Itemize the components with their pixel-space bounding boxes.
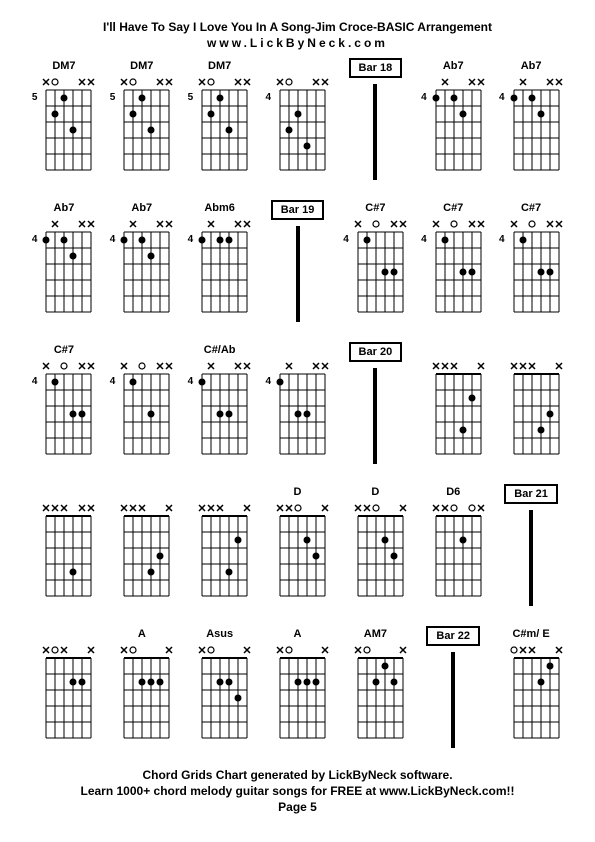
fret-number: 4 [263,376,271,387]
fret-number: 4 [497,234,505,245]
fret-number: 4 [419,234,427,245]
chord-diagram [25,484,103,620]
chord-diagram: DM7 5 [25,58,103,194]
chord-diagram: 4 [103,342,181,478]
footer-line-2: Learn 1000+ chord melody guitar songs fo… [25,784,570,798]
fret-number: 4 [185,234,193,245]
chord-diagram: 4 [259,342,337,478]
bar-marker: Bar 21 [492,484,570,620]
chord-diagram: Ab7 4 [414,58,492,194]
chord-label: D [294,484,302,500]
chord-label: DM7 [208,58,231,74]
bar-label: Bar 20 [349,342,403,362]
chord-diagram: D [259,484,337,620]
chord-row: Ab7 4 Ab7 4 Abm6 4 Bar 19 C#7 4 C#7 4 C#7 4 [25,200,570,336]
chord-row: C#7 4 4 C#/Ab 4 4 Bar 20 [25,342,570,478]
fret-number: 4 [29,234,37,245]
fret-number: 5 [107,92,115,103]
chord-diagram [492,342,570,478]
bar-label: Bar 22 [426,626,480,646]
bar-label: Bar 19 [271,200,325,220]
chord-label: D6 [446,484,460,500]
bar-separator [373,84,377,180]
chord-label: C#7 [365,200,385,216]
chord-diagram: C#7 4 [336,200,414,336]
chord-diagram: Ab7 4 [492,58,570,194]
bar-separator [451,652,455,748]
chord-diagram: C#/Ab 4 [181,342,259,478]
chord-diagram: 4 [259,58,337,194]
footer: Chord Grids Chart generated by LickByNec… [25,768,570,814]
bar-separator [296,226,300,322]
fret-number: 4 [341,234,349,245]
chord-label: Asus [206,626,233,642]
fret-number: 4 [185,376,193,387]
chord-label: C#m/ E [512,626,549,642]
chord-diagram: AM7 [336,626,414,762]
chord-diagram [414,342,492,478]
chord-row: D D D6 Bar 21 [25,484,570,620]
chord-label: DM7 [52,58,75,74]
footer-line-1: Chord Grids Chart generated by LickByNec… [25,768,570,782]
chord-diagram: C#7 4 [25,342,103,478]
page-subtitle: www.LickByNeck.com [25,36,570,50]
chord-rows: DM7 5 DM7 5 DM7 5 4 Bar 18 Ab7 4 Ab7 4 Ab7 4 Ab7 4 Abm6 4… [25,58,570,762]
chord-label: DM7 [130,58,153,74]
chord-diagram: D6 [414,484,492,620]
chord-diagram: C#7 4 [414,200,492,336]
chord-diagram [181,484,259,620]
chord-diagram [103,484,181,620]
chord-label: A [138,626,146,642]
chord-label: Abm6 [204,200,235,216]
fret-number: 4 [263,92,271,103]
fret-number: 5 [185,92,193,103]
bar-separator [529,510,533,606]
bar-marker: Bar 20 [336,342,414,478]
bar-label: Bar 18 [349,58,403,78]
chord-diagram: A [103,626,181,762]
fret-number: 4 [107,376,115,387]
chord-label: Ab7 [54,200,75,216]
chord-label: C#/Ab [204,342,236,358]
chord-diagram: A [259,626,337,762]
fret-number: 5 [29,92,37,103]
chord-label: Ab7 [443,58,464,74]
chord-label: C#7 [521,200,541,216]
fret-number: 4 [107,234,115,245]
chord-label: Ab7 [131,200,152,216]
bar-label: Bar 21 [504,484,558,504]
chord-diagram: Ab7 4 [103,200,181,336]
chord-diagram: Ab7 4 [25,200,103,336]
chord-diagram: D [336,484,414,620]
chord-diagram: DM7 5 [181,58,259,194]
chord-diagram: Abm6 4 [181,200,259,336]
chord-label: AM7 [364,626,387,642]
page-title: I'll Have To Say I Love You In A Song-Ji… [25,20,570,34]
bar-marker: Bar 22 [414,626,492,762]
chord-diagram [25,626,103,762]
page: I'll Have To Say I Love You In A Song-Ji… [0,0,595,842]
chord-label: C#7 [54,342,74,358]
chord-diagram: C#m/ E [492,626,570,762]
chord-row: A Asus A AM7 Bar 22 C#m/ E [25,626,570,762]
chord-diagram: Asus [181,626,259,762]
chord-label: C#7 [443,200,463,216]
chord-label: D [371,484,379,500]
fret-number: 4 [497,92,505,103]
chord-diagram: C#7 4 [492,200,570,336]
fret-number: 4 [29,376,37,387]
bar-marker: Bar 19 [259,200,337,336]
footer-line-3: Page 5 [25,800,570,814]
bar-separator [373,368,377,464]
chord-label: A [294,626,302,642]
chord-label: Ab7 [521,58,542,74]
chord-diagram: DM7 5 [103,58,181,194]
bar-marker: Bar 18 [336,58,414,194]
fret-number: 4 [419,92,427,103]
chord-row: DM7 5 DM7 5 DM7 5 4 Bar 18 Ab7 4 Ab7 4 [25,58,570,194]
